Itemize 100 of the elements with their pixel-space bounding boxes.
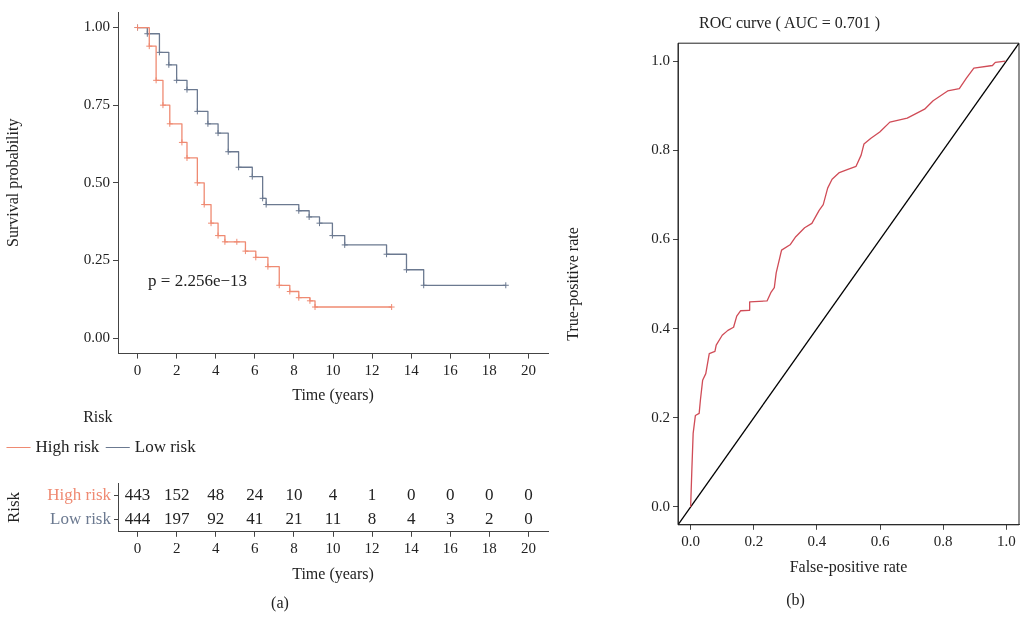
x-axis-title: False-positive rate <box>789 557 908 576</box>
x-tick-label: 14 <box>403 361 420 378</box>
x-tick-label: 0.0 <box>681 532 700 549</box>
x-tick-label: 12 <box>364 361 380 378</box>
point <box>214 232 222 240</box>
point <box>235 163 243 171</box>
data-label: 4 <box>406 509 416 529</box>
data-label: 3 <box>446 509 455 529</box>
x-axis-title: Time (years) <box>292 564 374 583</box>
x-tick-label: 2 <box>172 361 181 378</box>
data-label: 0 <box>524 484 533 504</box>
point <box>178 138 186 146</box>
y-tick-label: 0.0 <box>651 497 670 514</box>
point <box>328 232 336 240</box>
x-tick-label: 16 <box>442 361 459 378</box>
legend-title: Risk <box>83 408 113 425</box>
x-tick-label: 1.0 <box>997 532 1016 549</box>
point <box>193 179 201 187</box>
y-tick-label: 0.6 <box>651 230 671 247</box>
data-label: 2 <box>485 509 494 529</box>
y-axis-title: Survival probability <box>3 118 22 248</box>
x-tick-label: 18 <box>481 361 497 378</box>
x-tick-label: 0 <box>133 539 142 556</box>
point <box>183 86 191 94</box>
x-tick-label: 8 <box>290 539 298 556</box>
x-tick-label: 4 <box>211 539 220 556</box>
point <box>248 173 256 181</box>
data-label: 152 <box>163 484 190 504</box>
x-tick-label: 20 <box>520 361 536 378</box>
text: (b) <box>785 591 806 609</box>
point <box>295 294 303 302</box>
point <box>241 247 249 255</box>
point <box>166 120 174 128</box>
y-tick-label: 0.25 <box>83 251 110 268</box>
x-tick-label: 10 <box>325 539 341 556</box>
data-label: 0 <box>524 509 533 529</box>
data-label: 4 <box>328 484 338 504</box>
data-label: 0 <box>406 484 416 504</box>
point <box>252 253 260 261</box>
data-label: 48 <box>207 484 225 504</box>
x-tick-label: 6 <box>251 539 260 556</box>
data-label: 92 <box>207 509 225 529</box>
point <box>295 207 303 215</box>
point <box>159 101 167 109</box>
point <box>204 120 212 128</box>
x-tick-label: 16 <box>442 539 459 556</box>
point <box>224 148 232 156</box>
y-tick-label: 0.2 <box>651 408 670 425</box>
x-tick-label: 0 <box>133 361 142 378</box>
point <box>152 76 160 84</box>
y-tick-label: 0.75 <box>83 96 110 113</box>
point <box>259 194 267 202</box>
data-label: 443 <box>124 484 151 504</box>
y-tick-label: 1.0 <box>651 51 670 68</box>
x-tick-label: 2 <box>172 539 181 556</box>
point <box>183 154 191 162</box>
point <box>341 241 349 249</box>
point <box>311 303 319 311</box>
point <box>275 281 283 289</box>
point <box>193 107 201 115</box>
annotation: p = 2.256e−13 <box>148 271 248 291</box>
x-tick-label: 0.8 <box>933 532 953 549</box>
y-tick-label: 0.4 <box>651 319 671 336</box>
point <box>173 76 181 84</box>
point <box>233 238 241 246</box>
y-tick-label: Low risk <box>50 509 112 529</box>
x-tick-label: 0.2 <box>744 532 764 549</box>
point <box>264 263 272 271</box>
data-label: 41 <box>246 509 264 529</box>
point <box>306 297 314 305</box>
y-axis-title: True-positive rate <box>563 227 582 341</box>
point <box>305 213 313 221</box>
point <box>207 219 215 227</box>
point <box>145 42 153 50</box>
x-tick-label: 20 <box>520 539 536 556</box>
x-tick-label: 10 <box>325 361 341 378</box>
x-axis-title: Time (years) <box>292 386 374 405</box>
y-tick-label: 0.00 <box>83 329 110 346</box>
data-label: 21 <box>285 509 303 529</box>
point <box>214 129 222 137</box>
x-tick-label: 0.6 <box>870 532 890 549</box>
chart-title: ROC curve ( AUC = 0.701 ) <box>698 13 881 32</box>
x-tick-label: 0.4 <box>807 532 827 549</box>
y-tick-label: 0.8 <box>651 141 670 158</box>
point <box>420 281 428 289</box>
data-label: 24 <box>246 484 264 504</box>
data-label: 10 <box>285 484 303 504</box>
data-label: 444 <box>124 509 151 529</box>
x-tick-label: 12 <box>364 539 380 556</box>
data-label: 8 <box>367 509 377 529</box>
data-label: 0 <box>446 484 455 504</box>
data-label: 197 <box>163 509 190 529</box>
y-axis-title: Risk <box>3 491 23 524</box>
data-label: 1 <box>367 484 377 504</box>
x-tick-label: 14 <box>403 539 420 556</box>
legend-label: Low risk <box>134 436 197 456</box>
y-tick-label: High risk <box>47 484 112 504</box>
x-tick-label: 6 <box>251 361 260 378</box>
x-tick-label: 18 <box>481 539 497 556</box>
text: (a) <box>270 594 290 612</box>
